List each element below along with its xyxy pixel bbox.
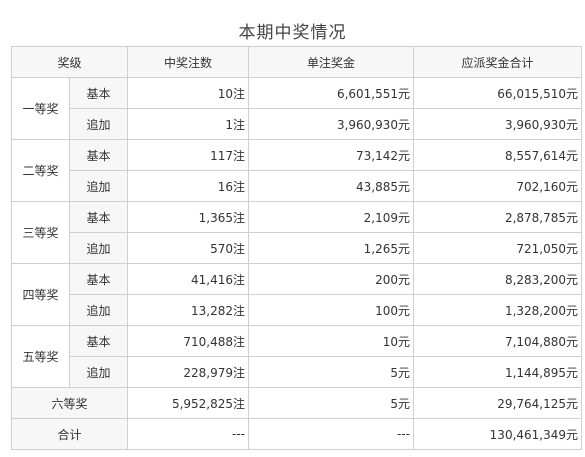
table-row: 追加 13,282注 100元 1,328,200元 [12,294,583,326]
total-prize: 66,015,510元 [413,77,583,109]
sub-label-extra: 追加 [68,356,129,388]
prize-level-name: 四等奖 [11,263,70,326]
total-prize: 1,144,895元 [413,356,583,388]
winner-count: 228,979注 [127,356,250,388]
total-prize: 8,283,200元 [413,263,583,295]
sub-label-basic: 基本 [68,139,129,171]
sum-row: 合计 --- --- 130,461,349元 [10,418,583,450]
prize-level-name: 五等奖 [11,325,70,388]
sub-label-basic: 基本 [68,201,129,233]
sub-label-basic: 基本 [68,263,129,295]
table-row: 追加 1注 3,960,930元 3,960,930元 [12,108,583,140]
winner-count: 10注 [127,77,250,109]
header-count: 中奖注数 [127,46,250,78]
header-total: 应派奖金合计 [413,46,583,78]
sum-count: --- [127,418,250,450]
sub-label-extra: 追加 [68,294,129,326]
single-prize: 6,601,551元 [248,77,415,109]
prize-level-name: 一等奖 [11,77,70,140]
table-row: 五等奖 基本 710,488注 10元 7,104,880元 [11,325,583,388]
total-prize: 721,050元 [413,232,583,264]
sum-label: 合计 [10,418,129,450]
single-prize: 1,265元 [248,232,415,264]
winner-count: 117注 [127,139,250,171]
winner-count: 13,282注 [127,294,250,326]
sub-label-extra: 追加 [68,232,129,264]
single-prize: 5元 [248,356,415,388]
page-title: 本期中奖情况 [238,23,347,43]
winner-count: 1,365注 [127,201,250,233]
winner-count: 16注 [127,170,250,202]
table-row: 追加 570注 1,265元 721,050元 [12,232,583,264]
header-row: 奖级 中奖注数 单注奖金 应派奖金合计 [10,46,583,78]
sub-label-extra: 追加 [68,170,129,202]
table-row: 二等奖 基本 117注 73,142元 8,557,614元 [11,139,583,202]
prize-level-name: 三等奖 [11,201,70,264]
winner-count: 570注 [127,232,250,264]
winner-count: 710,488注 [127,325,250,357]
header-level: 奖级 [10,46,129,78]
total-prize: 8,557,614元 [413,139,583,171]
header-single: 单注奖金 [248,46,415,78]
winner-count: 5,952,825注 [127,387,250,419]
single-prize: 43,885元 [248,170,415,202]
table-row: 一等奖 基本 10注 6,601,551元 66,015,510元 [11,77,583,140]
total-prize: 29,764,125元 [413,387,583,419]
total-prize: 3,960,930元 [413,108,583,140]
single-prize: 73,142元 [248,139,415,171]
sub-label-extra: 追加 [68,108,129,140]
sub-label-basic: 基本 [68,325,129,357]
sub-label-basic: 基本 [68,77,129,109]
prize-table: 奖级 中奖注数 单注奖金 应派奖金合计 一等奖 基本 10注 6,601,551… [10,46,583,450]
prize-level-name: 六等奖 [10,387,129,419]
total-prize: 1,328,200元 [413,294,583,326]
single-prize: 10元 [248,325,415,357]
total-prize: 2,878,785元 [413,201,583,233]
single-prize: 5元 [248,387,415,419]
table-row: 四等奖 基本 41,416注 200元 8,283,200元 [11,263,583,326]
winner-count: 41,416注 [127,263,250,295]
sum-single: --- [248,418,415,450]
table-row: 追加 16注 43,885元 702,160元 [12,170,583,202]
single-prize: 200元 [248,263,415,295]
single-prize: 2,109元 [248,201,415,233]
sum-total: 130,461,349元 [413,418,583,450]
table-row: 六等奖 5,952,825注 5元 29,764,125元 [10,387,583,419]
single-prize: 100元 [248,294,415,326]
winner-count: 1注 [127,108,250,140]
table-row: 追加 228,979注 5元 1,144,895元 [12,356,583,388]
prize-level-name: 二等奖 [11,139,70,202]
total-prize: 7,104,880元 [413,325,583,357]
table-row: 三等奖 基本 1,365注 2,109元 2,878,785元 [11,201,583,264]
total-prize: 702,160元 [413,170,583,202]
single-prize: 3,960,930元 [248,108,415,140]
